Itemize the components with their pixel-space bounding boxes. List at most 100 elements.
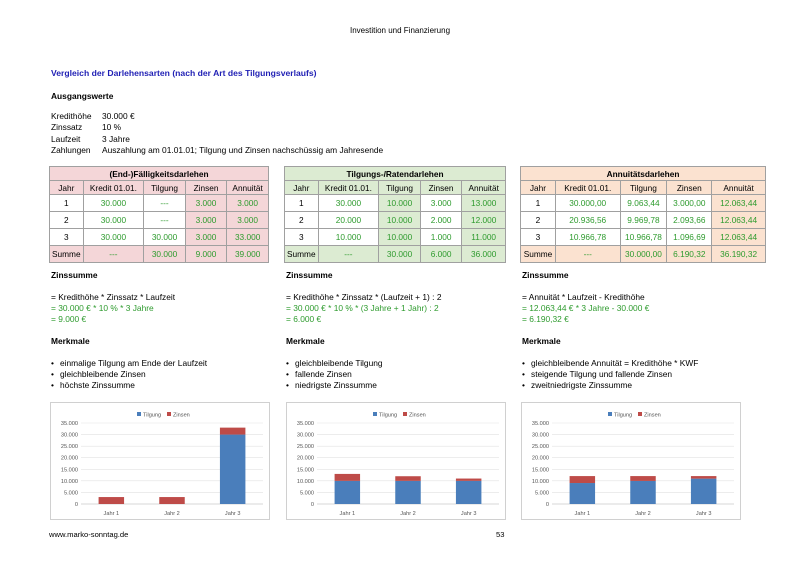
zinssumme-block: Zinssumme = Kredithöhe * Zinssatz * (Lauf… — [286, 270, 442, 391]
table-title: (End-)Fälligkeitsdarlehen — [49, 166, 269, 181]
table-cell: 3.000 — [184, 194, 228, 212]
table-cell: --- — [143, 194, 186, 212]
table-cell: 20.936,56 — [554, 211, 621, 229]
table-cell: 1 — [284, 194, 319, 212]
loan-table: (End-)Fälligkeitsdarlehen Jahr Kredit 01.0… — [49, 166, 269, 263]
column-header: Zinsen — [666, 180, 713, 195]
merkmale-heading: Merkmale — [522, 336, 561, 346]
y-tick-label: 35.000 — [297, 421, 314, 427]
chart-svg: Tilgung Zinsen 0 5.000 10.000 15.000 20.000 25.… — [532, 412, 734, 517]
bar-segment — [455, 478, 482, 481]
table-cell: 2.000 — [419, 211, 463, 229]
y-tick-label: 35.000 — [61, 421, 78, 427]
zins-formula: = Kredithöhe * Zinssatz * (Laufzeit + 1)… — [286, 292, 442, 302]
zinssumme-block: Zinssumme = Kredithöhe * Zinssatz * Laufz… — [51, 270, 207, 391]
table-cell: 9.000 — [184, 245, 228, 263]
table-cell: --- — [82, 245, 145, 263]
table-cell: 3 — [284, 228, 319, 246]
table-row: 2 20.000 10.000 2.000 12.000 — [284, 211, 506, 229]
table-cell: --- — [554, 245, 621, 263]
stacked-bar-chart: Tilgung Zinsen 0 5.000 10.000 15.000 20.000 25.… — [50, 402, 270, 520]
table-cell: 3 — [49, 228, 84, 246]
table-cell: 3.000 — [226, 194, 269, 212]
table-cell: 10.000 — [317, 228, 380, 246]
table-cell: Summe — [49, 245, 84, 263]
table-cell: 10.000 — [378, 211, 421, 229]
table-cell: Summe — [284, 245, 319, 263]
y-tick-label: 15.000 — [297, 467, 314, 473]
table-cell: 11.000 — [461, 228, 506, 246]
table-cell: 30.000 — [143, 228, 186, 246]
table-cell: 30.000 — [378, 245, 421, 263]
table-cell: 6.000 — [419, 245, 463, 263]
table-cell: 2 — [284, 211, 319, 229]
list-item: steigende Tilgung und fallende Zinsen — [522, 369, 698, 380]
bar-segment — [98, 497, 125, 504]
bar-segment — [569, 476, 596, 484]
table-cell: 12.063,44 — [711, 228, 766, 246]
y-tick-label: 25.000 — [297, 444, 314, 450]
y-tick-label: 10.000 — [297, 479, 314, 485]
page-title: Vergleich der Darlehensarten (nach der A… — [51, 68, 317, 78]
table-cell: 2.093,66 — [666, 211, 713, 229]
table-cell: 30.000 — [143, 245, 186, 263]
input-label: Laufzeit — [51, 133, 81, 144]
zinssumme-heading: Zinssumme — [522, 270, 569, 280]
input-label: Zahlungen — [51, 144, 91, 155]
table-row: 1 30.000 10.000 3.000 13.000 — [284, 194, 506, 212]
table-cell: 6.190,32 — [666, 245, 713, 263]
table-row: 2 30.000 --- 3.000 3.000 — [49, 211, 269, 229]
bar-segment — [690, 476, 717, 479]
merkmale-heading: Merkmale — [51, 336, 90, 346]
zins-formula: = Annuität * Laufzeit - Kredithöhe — [522, 292, 645, 302]
table-row: 3 10.000 10.000 1.000 11.000 — [284, 228, 506, 246]
table-cell: 3.000 — [184, 211, 228, 229]
column-header: Annuität — [226, 180, 269, 195]
legend-label: Zinsen — [644, 413, 661, 419]
bar-segment — [219, 427, 246, 435]
table-row: 1 30.000,00 9.063,44 3.000,00 12.063,44 — [520, 194, 766, 212]
input-label: Zinssatz — [51, 122, 83, 133]
legend-swatch — [373, 412, 377, 416]
table-cell: 13.000 — [461, 194, 506, 212]
bar-segment — [690, 478, 717, 504]
input-value: 3 Jahre — [102, 133, 130, 144]
y-tick-label: 0 — [546, 502, 549, 508]
table-row: 3 10.966,78 10.966,78 1.096,69 12.063,44 — [520, 228, 766, 246]
legend-swatch — [638, 412, 642, 416]
table-cell: --- — [143, 211, 186, 229]
y-tick-label: 5.000 — [300, 490, 314, 496]
table-title: Tilgungs-/Ratendarlehen — [284, 166, 506, 181]
table-cell: 30.000 — [317, 194, 380, 212]
table-cell: 1 — [520, 194, 556, 212]
column-header: Zinsen — [184, 180, 228, 195]
bar-segment — [159, 497, 185, 504]
y-tick-label: 15.000 — [532, 467, 549, 473]
table-cell: --- — [317, 245, 380, 263]
zinssumme-block: Zinssumme = Annuität * Laufzeit - Kredith… — [522, 270, 698, 391]
footer-website: www.marko-sonntag.de — [49, 530, 129, 539]
zins-result: = 9.000 € — [51, 314, 87, 324]
chart-svg: Tilgung Zinsen 0 5.000 10.000 15.000 20.000 25.… — [61, 412, 263, 517]
input-label: Kredithöhe — [51, 111, 92, 121]
table-row: 3 30.000 30.000 3.000 33.000 — [49, 228, 269, 246]
bar-segment — [395, 476, 421, 481]
list-item: zweitniedrigste Zinssumme — [522, 380, 698, 391]
table-cell: 30.000 — [82, 228, 145, 246]
table-cell: 30.000,00 — [619, 245, 668, 263]
table-cell: 12.063,44 — [711, 194, 766, 212]
legend-swatch — [137, 412, 141, 416]
table-cell: 36.190,32 — [711, 245, 766, 263]
table-title: Annuitätsdarlehen — [520, 166, 766, 181]
merkmale-list: gleichbleibende Annuität = Kredithöhe * … — [522, 358, 698, 391]
column-header: Tilgung — [619, 180, 668, 195]
legend-swatch — [608, 412, 612, 416]
legend-label: Zinsen — [409, 413, 426, 419]
table-row: Summe --- 30.000 6.000 36.000 — [284, 245, 506, 263]
list-item: einmalige Tilgung am Ende der Laufzeit — [51, 358, 207, 369]
x-tick-label: Jahr 3 — [461, 511, 477, 517]
zins-formula: = Kredithöhe * Zinssatz * Laufzeit — [51, 292, 176, 302]
zinssumme-heading: Zinssumme — [51, 270, 98, 280]
y-tick-label: 10.000 — [61, 479, 78, 485]
y-tick-label: 30.000 — [61, 433, 78, 439]
